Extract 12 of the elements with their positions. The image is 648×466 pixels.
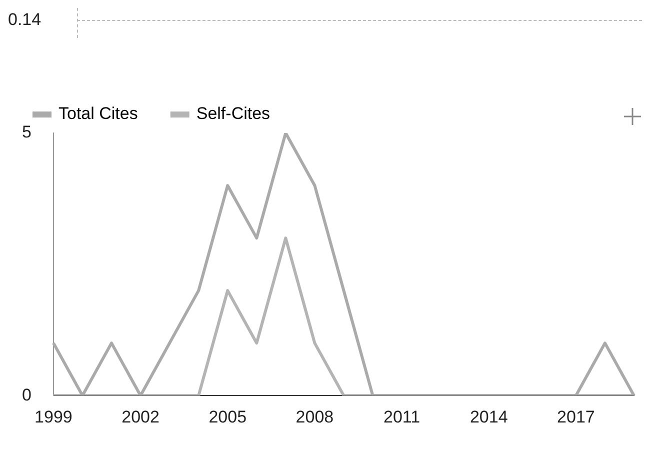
legend-label: Self-Cites	[196, 104, 270, 124]
x-tick-label: 2011	[384, 407, 420, 426]
text: 0.14	[8, 10, 42, 30]
x-tick-label: 2002	[122, 407, 160, 426]
x-tick-label: 1999	[34, 407, 72, 426]
y-tick-label: 0	[22, 385, 32, 404]
x-tick-label: 2005	[208, 407, 247, 426]
legend-label: Total Cites	[58, 104, 138, 124]
y-tick-label: 5	[22, 122, 32, 142]
x-tick-label: 2008	[296, 407, 334, 426]
x-tick-label: 2017	[557, 407, 595, 426]
x-tick-label: 2014	[470, 407, 508, 426]
